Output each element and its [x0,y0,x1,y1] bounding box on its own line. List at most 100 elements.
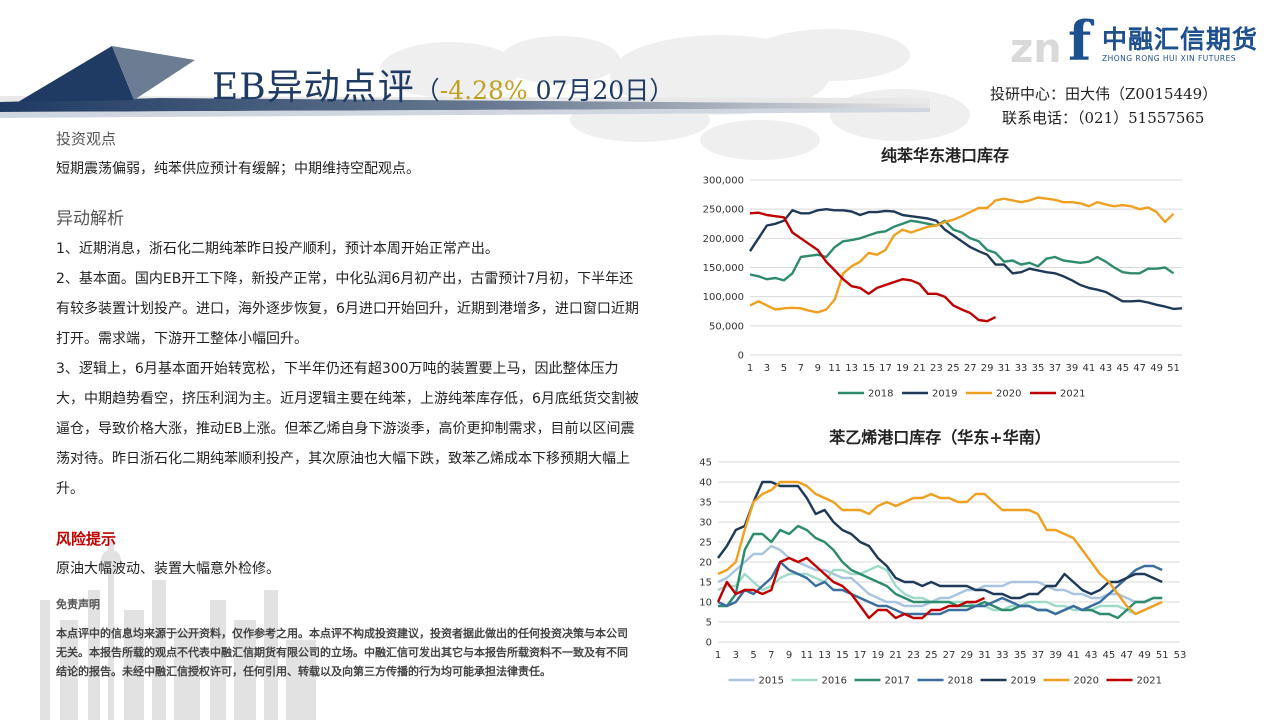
x-tick-label: 9 [815,363,821,374]
x-tick-label: 31 [978,650,991,661]
contact-phone: 联系电话：（021）51557565 [1002,109,1205,127]
x-tick-label: 13 [845,363,858,374]
y-tick-label: 35 [699,498,712,509]
x-tick-label: 1 [747,363,753,374]
legend-label-2019: 2019 [1011,676,1036,687]
x-tick-label: 3 [733,650,739,661]
x-tick-label: 43 [1099,363,1112,374]
series-line-2016 [717,564,1163,616]
x-tick-label: 35 [1032,363,1045,374]
x-tick-label: 51 [1167,363,1180,374]
x-tick-label: 19 [896,363,909,374]
logo-chinese-name: 中融汇信期货 [1102,25,1259,54]
legend-label-2018: 2018 [948,676,973,687]
x-tick-label: 23 [907,650,920,661]
x-tick-label: 29 [981,363,994,374]
y-tick-label: 15 [699,578,712,589]
x-tick-label: 19 [872,650,885,661]
legend-label-2019: 2019 [932,389,957,400]
series-line-2018 [717,560,1163,616]
x-tick-label: 11 [828,363,841,374]
view-heading: 投资观点 [56,130,117,148]
analysis-heading: 异动解析 [56,209,124,229]
x-tick-label: 1 [715,650,721,661]
x-tick-label: 13 [818,650,831,661]
x-tick-label: 37 [1031,650,1044,661]
x-tick-label: 23 [930,363,943,374]
x-tick-label: 15 [862,363,875,374]
x-tick-label: 27 [964,363,977,374]
x-tick-label: 47 [1133,363,1146,374]
series-line-2019 [748,208,1183,311]
title-date: 07月20日） [527,76,675,105]
x-tick-label: 25 [925,650,938,661]
y-tick-label: 100,000 [703,292,744,303]
y-tick-label: 5 [706,618,712,629]
risk-text: 原油大幅波动、装置大幅意外检修。 [56,561,280,577]
title-change-percent: -4.28% [439,76,528,105]
analysis-paragraph-2: 2、基本面。国内EB开工下降，新投产正常，中化弘润6月初产出，古雷预计7月初，下… [56,271,639,347]
x-tick-label: 15 [836,650,849,661]
x-tick-label: 45 [1103,650,1116,661]
series-line-2021 [716,556,985,620]
y-tick-label: 30 [699,518,712,529]
x-tick-label: 33 [1015,363,1028,374]
y-tick-label: 20 [699,558,712,569]
y-tick-label: 150,000 [703,263,744,274]
legend-label-2021: 2021 [1060,389,1085,400]
x-tick-label: 27 [943,650,956,661]
company-logo: f 中融汇信期货 ZHONG RONG HUI XIN FUTURES [1068,12,1268,70]
x-tick-label: 45 [1116,363,1129,374]
page-title: EB异动点评（-4.28% 07月20日） [212,58,674,110]
x-tick-label: 37 [1049,363,1062,374]
x-tick-label: 7 [798,363,804,374]
x-tick-label: 39 [1049,650,1062,661]
x-tick-label: 21 [913,363,926,374]
x-tick-label: 41 [1067,650,1080,661]
x-tick-label: 49 [1138,650,1151,661]
chart1-title: 纯苯华东港口库存 [880,146,1009,165]
y-tick-label: 300,000 [703,176,744,187]
legend-label-2020: 2020 [1074,676,1099,687]
series-line-2018 [749,219,1175,282]
analysis-paragraph-3: 3、逻辑上，6月基本面开始转宽松，下半年仍还有超300万吨的装置要上马，因此整体… [56,361,639,497]
contact-research-center: 投研中心：田大伟（Z0015449） [990,85,1218,103]
analysis-paragraph-1: 1、近期消息，浙石化二期纯苯昨日投产顺利，预计本周开始正常产出。 [56,241,499,257]
disclaimer-heading: 免责声明 [56,598,100,611]
x-tick-label: 35 [1014,650,1027,661]
x-tick-label: 25 [947,363,960,374]
x-tick-label: 3 [764,363,770,374]
disclaimer-text: 本点评中的信息均来源于公开资料，仅作参考之用。本点评不构成投资建议，投资者据此做… [56,627,628,678]
view-text: 短期震荡偏弱，纯苯供应预计有缓解；中期维持空配观点。 [56,161,420,177]
x-tick-label: 21 [889,650,902,661]
x-tick-label: 29 [960,650,973,661]
x-tick-label: 5 [781,363,787,374]
x-tick-label: 33 [996,650,1009,661]
series-line-2017 [718,524,1163,620]
chart2-title: 苯乙烯港口库存（华东+华南） [829,428,1051,447]
x-tick-label: 49 [1150,363,1163,374]
commentary-column: 投资观点 短期震荡偏弱，纯苯供应预计有缓解；中期维持空配观点。 异动解析 1、近… [56,124,641,681]
x-tick-label: 11 [800,650,813,661]
y-tick-label: 45 [699,458,712,469]
chart-benzene-inventory: 0 50,000 100,000 150,000 200,000 250,000 300,0… [703,176,1183,400]
x-tick-label: 17 [854,650,867,661]
series-line-2019 [717,480,1163,600]
series-line-2020 [749,196,1175,314]
y-tick-label: 50,000 [709,321,744,332]
y-tick-label: 25 [699,538,712,549]
risk-heading: 风险提示 [56,530,117,548]
y-tick-label: 0 [738,351,744,362]
logo-english-name: ZHONG RONG HUI XIN FUTURES [1102,54,1237,63]
series-line-2021 [749,211,997,323]
logo-watermark: zn [1010,26,1062,72]
legend-label-2020: 2020 [996,389,1021,400]
legend-label-2015: 2015 [759,676,784,687]
x-tick-label: 9 [786,650,792,661]
legend-label-2017: 2017 [885,676,910,687]
y-tick-label: 40 [699,478,712,489]
x-tick-label: 47 [1120,650,1133,661]
series-line-2020 [717,480,1163,616]
